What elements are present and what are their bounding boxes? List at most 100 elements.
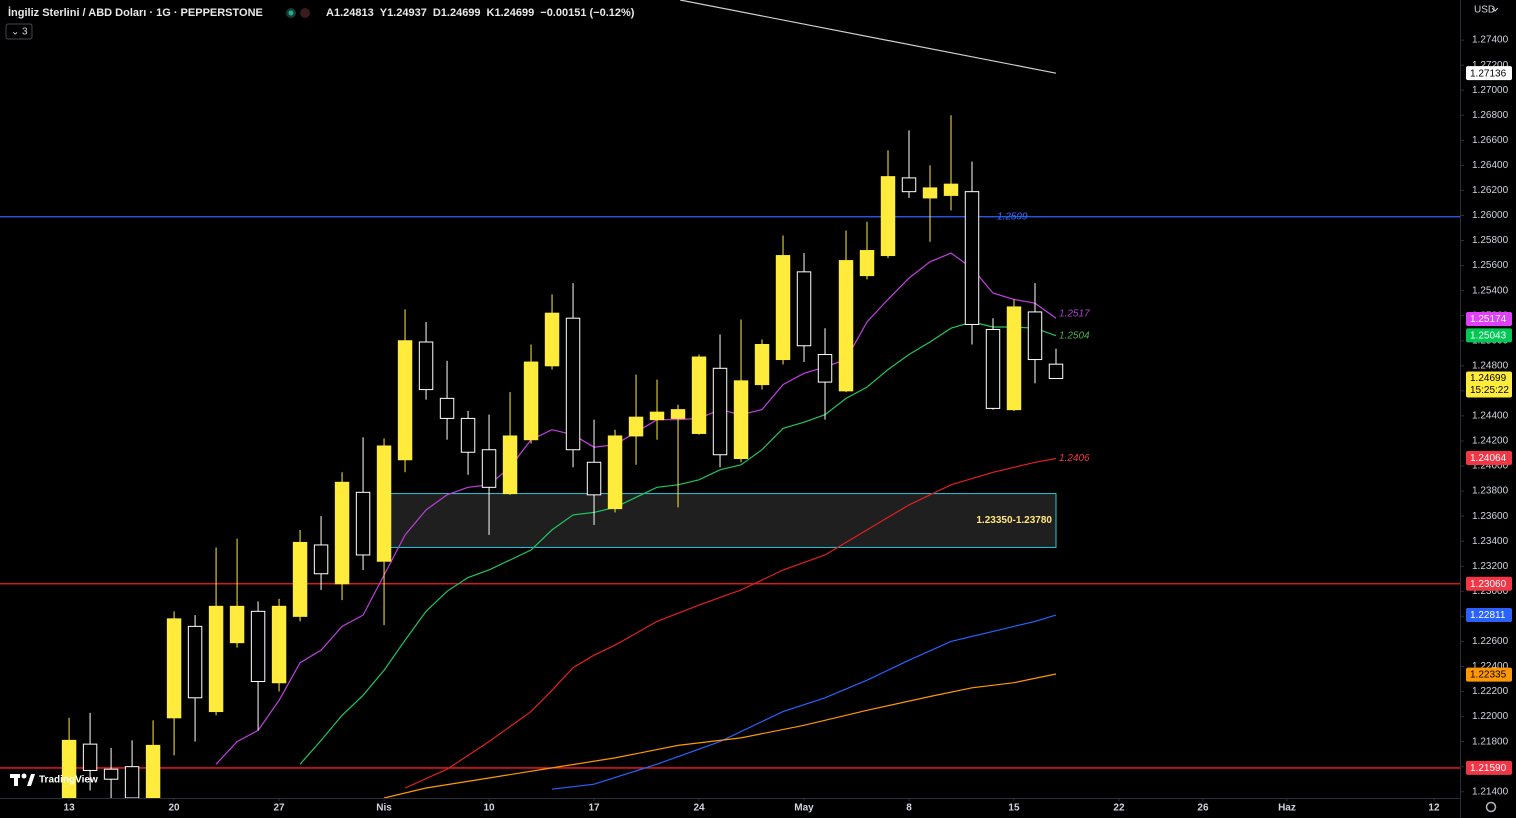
candle-body	[922, 187, 938, 199]
indicator-arrow: ⌄	[11, 27, 19, 38]
indicator-count: 3	[22, 27, 28, 38]
y-tick-label: 1.22200	[1472, 686, 1509, 697]
candle-body	[901, 177, 917, 193]
price-label: 1.27136	[1470, 68, 1507, 79]
ohlc-values: A1.24813 Y1.24937 D1.24699 K1.24699 −0.00151…	[326, 7, 635, 19]
candle-body	[271, 605, 287, 684]
candle-body	[985, 328, 1001, 409]
y-tick-label: 1.23000	[1472, 586, 1509, 597]
y-tick-label: 1.26800	[1472, 110, 1509, 121]
y-tick-label: 1.22400	[1472, 661, 1509, 672]
price-annotation: 1.2599	[997, 211, 1028, 222]
x-tick-label: 26	[1197, 803, 1209, 814]
logo-text: TradingView	[39, 775, 98, 786]
x-tick-label: 8	[906, 803, 912, 814]
logo-dot	[21, 773, 27, 779]
currency-arrow	[1491, 7, 1499, 12]
candle-body	[733, 380, 749, 460]
candle-body	[313, 544, 329, 575]
candle-body	[670, 409, 686, 419]
x-tick-label: 15	[1008, 803, 1020, 814]
logo-slash	[27, 774, 35, 786]
candle-body	[775, 255, 791, 361]
x-tick-label: May	[794, 803, 814, 814]
ohlc-label: A	[326, 7, 334, 19]
candle-body	[817, 354, 833, 383]
candle-body	[229, 605, 245, 644]
y-tick-label: 1.25600	[1472, 260, 1509, 271]
price-annotation: 1.2406	[1059, 453, 1090, 464]
price-zone	[383, 493, 1057, 548]
plot-area: 1.23350-1.23780 1.2599 1.2517 1.2504 1.2406	[0, 0, 1460, 798]
candle-body	[103, 768, 119, 780]
x-tick-label: 22	[1113, 803, 1125, 814]
price-label: 1.22811	[1470, 610, 1506, 621]
y-tick-label: 1.23400	[1472, 536, 1509, 547]
candle-body	[586, 461, 602, 496]
y-tick-label: 1.26200	[1472, 185, 1509, 196]
candle-body	[397, 340, 413, 461]
y-tick-label: 1.21400	[1472, 786, 1509, 797]
candle-body	[1006, 306, 1022, 411]
candle-body	[250, 610, 266, 682]
y-tick-label: 1.24800	[1472, 360, 1509, 371]
ohlc-value: 1.24699	[441, 7, 481, 19]
candle-body	[859, 250, 875, 277]
candle-body	[964, 191, 980, 325]
price-label-box	[1466, 328, 1512, 343]
price-label: 1.25174	[1470, 314, 1507, 325]
logo: TradingView	[10, 773, 98, 786]
candle-body	[607, 435, 623, 510]
y-tick-label: 1.24400	[1472, 411, 1509, 422]
candle-body	[796, 271, 812, 347]
x-tick-label: Nis	[376, 803, 392, 814]
candle-body	[376, 445, 392, 562]
price-label-box	[1466, 451, 1512, 466]
y-tick-label: 1.23800	[1472, 486, 1509, 497]
countdown: 15:25:22	[1470, 385, 1509, 396]
y-tick-label: 1.23600	[1472, 511, 1509, 522]
candle-body	[712, 367, 728, 456]
ohlc-label: D	[433, 7, 441, 19]
candle-body	[691, 356, 707, 434]
candle-body	[145, 744, 161, 798]
price-label-box	[1466, 760, 1512, 775]
price-label-box	[1466, 667, 1512, 682]
candle-body	[166, 618, 182, 719]
candle-body	[649, 411, 665, 421]
candle-body	[460, 417, 476, 453]
currency-label[interactable]: USD	[1474, 5, 1495, 16]
candle-body	[124, 766, 140, 798]
candle-body	[565, 317, 581, 451]
price-label-box	[1466, 311, 1512, 326]
price-label: 1.23060	[1470, 579, 1507, 590]
price-annotation: 1.2504	[1059, 330, 1090, 341]
x-tick-label: 10	[483, 803, 495, 814]
ohlc-label: K	[487, 7, 495, 19]
logo-stem	[14, 774, 18, 786]
x-tick-label: 17	[588, 803, 600, 814]
moving-average-line	[551, 614, 1057, 790]
candle-body	[943, 183, 959, 196]
candle-body	[1027, 311, 1043, 361]
y-tick-label: 1.21800	[1472, 736, 1509, 747]
settings-icon[interactable]	[1485, 801, 1497, 813]
ohlc-label: Y	[380, 7, 388, 19]
candle-body	[292, 541, 308, 617]
candle-body	[880, 176, 896, 257]
y-tick-label: 1.24200	[1472, 436, 1509, 447]
x-tick-label: 12	[1428, 803, 1440, 814]
y-tick-label: 1.22600	[1472, 636, 1509, 647]
candle-body	[334, 481, 350, 585]
y-tick-label: 1.26400	[1472, 160, 1509, 171]
candle-body	[544, 312, 560, 367]
current-price: 1.24699	[1470, 373, 1507, 384]
y-tick-label: 1.27400	[1472, 35, 1509, 46]
x-tick-label: 27	[274, 803, 286, 814]
y-tick-label: 1.25400	[1472, 285, 1509, 296]
indicator-toggle[interactable]	[5, 23, 33, 40]
price-label-box	[1466, 576, 1512, 591]
